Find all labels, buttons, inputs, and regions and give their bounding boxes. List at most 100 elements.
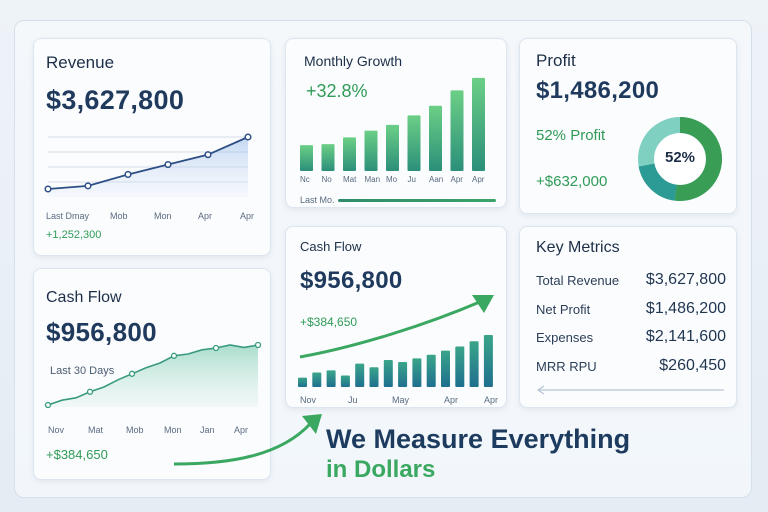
cashflow-left-tick: Mat: [88, 425, 104, 435]
profit-donut-label: 52%: [664, 149, 696, 166]
growth-arrow-icon: [173, 414, 322, 466]
metric-value: $2,141,600: [645, 328, 726, 345]
growth-tick: Ju: [407, 175, 416, 184]
cashflow-bar: [355, 363, 365, 387]
cashflow-center-tick: Apr: [484, 395, 499, 405]
revenue-point: [164, 161, 172, 169]
cashflow-bar: [326, 370, 336, 387]
cashflow-point: [254, 341, 262, 349]
cashflow-center-card[interactable]: Cash Flow $956,800 +$384,650 Nov Ju May …: [285, 226, 507, 408]
growth-card[interactable]: Monthly Growth +32.8% Nc No Mat Man Mo Ju Aan A…: [285, 38, 507, 208]
growth-value: +32.8%: [306, 81, 368, 101]
cashflow-left-tick: Jan: [200, 425, 215, 435]
revenue-title: Revenue: [46, 53, 115, 72]
profit-value: $1,486,200: [536, 77, 660, 104]
cashflow-bar: [441, 350, 450, 387]
cashflow-left-tick: Apr: [234, 425, 249, 435]
growth-bar: [407, 115, 421, 171]
cashflow-center-value: $956,800: [300, 267, 403, 294]
cashflow-area: [48, 345, 258, 407]
profit-card[interactable]: Profit $1,486,200 52% Profit +$632,000 5…: [519, 38, 737, 214]
revenue-footer: +1,252,300: [46, 229, 102, 241]
growth-footer: Last Mo.: [300, 195, 335, 205]
growth-bar: [386, 124, 399, 171]
cashflow-arrow-head: [472, 295, 494, 313]
cashflow-bar: [383, 359, 393, 387]
growth-progress-bar: [338, 199, 496, 202]
growth-bar-chart: [300, 77, 485, 171]
revenue-value: $3,627,800: [46, 85, 185, 115]
tagline-line1: We Measure Everything: [326, 424, 631, 454]
growth-tick: Apr: [472, 175, 485, 184]
metric-value: $3,627,800: [645, 271, 726, 288]
cashflow-point: [86, 388, 94, 395]
profit-percent-label: 52% Profit: [536, 127, 606, 144]
cashflow-bar: [369, 367, 379, 387]
arrow-left-icon[interactable]: [536, 385, 726, 395]
tagline-line2: in Dollars: [326, 456, 436, 483]
revenue-point: [124, 170, 132, 178]
growth-bar: [450, 90, 464, 171]
growth-bar: [364, 130, 378, 171]
cashflow-point: [128, 370, 136, 377]
revenue-point: [244, 133, 252, 141]
revenue-tick: Apr: [240, 211, 255, 221]
growth-title: Monthly Growth: [304, 53, 403, 69]
cashflow-left-card[interactable]: Cash Flow $956,800 Last 30 Days Nov Mat …: [33, 268, 271, 480]
cashflow-center-tick: Nov: [300, 395, 317, 405]
revenue-line: [47, 136, 249, 190]
cashflow-point: [212, 344, 220, 352]
cashflow-bar: [398, 362, 408, 387]
profit-delta: +$632,000: [536, 173, 608, 190]
growth-tick: Apr: [450, 175, 463, 184]
cashflow-center-tick: Ju: [348, 395, 358, 405]
donut-hole: [655, 134, 705, 184]
revenue-point: [84, 182, 92, 190]
metric-label: Net Profit: [536, 302, 591, 317]
revenue-tick: Last Dmay: [46, 211, 90, 221]
profit-title: Profit: [536, 51, 576, 70]
cashflow-left-value: $956,800: [46, 317, 157, 347]
cashflow-bar: [412, 358, 422, 387]
cashflow-center-tick: Apr: [444, 395, 459, 405]
cashflow-left-period: Last 30 Days: [50, 365, 115, 377]
revenue-point: [204, 151, 212, 159]
metric-label: Total Revenue: [536, 273, 620, 288]
cashflow-bar: [483, 335, 493, 387]
metric-label: MRR RPU: [536, 359, 597, 374]
growth-tick: No: [321, 175, 332, 184]
revenue-tick: Mon: [154, 211, 172, 221]
growth-tick: Mo: [386, 175, 398, 184]
cashflow-bar: [455, 346, 465, 387]
metric-value: $260,450: [659, 357, 726, 374]
cashflow-left-tick: Nov: [48, 425, 65, 435]
key-metrics-card[interactable]: Key Metrics Total Revenue $3,627,800 Net…: [519, 226, 737, 408]
growth-tick: Nc: [300, 175, 310, 184]
cashflow-point: [44, 401, 52, 409]
metric-label: Expenses: [536, 330, 594, 345]
key-metrics-title: Key Metrics: [536, 239, 620, 256]
cashflow-bar: [469, 341, 479, 387]
cashflow-center-delta: +$384,650: [300, 315, 358, 329]
cashflow-bar: [312, 372, 322, 387]
cashflow-left-tick: Mon: [164, 425, 182, 435]
growth-bar: [300, 145, 313, 171]
revenue-area: [48, 137, 248, 197]
revenue-card[interactable]: Revenue $3,627,800 Last Dmay Mob Mon Apr…: [33, 38, 271, 256]
cashflow-left-title: Cash Flow: [46, 289, 122, 306]
donut-segment-profit: [638, 117, 722, 201]
revenue-point: [44, 185, 52, 193]
cashflow-bar: [426, 354, 436, 387]
revenue-tick: Apr: [198, 211, 213, 221]
growth-bar: [472, 77, 485, 171]
cashflow-bar: [298, 377, 307, 387]
cashflow-trend-arrow: [299, 299, 483, 359]
revenue-line-chart: [44, 133, 252, 197]
growth-tick: Aan: [429, 175, 444, 184]
cashflow-line: [47, 344, 259, 406]
cashflow-left-tick: Mob: [126, 425, 144, 435]
cashflow-left-footer: +$384,650: [46, 447, 108, 462]
growth-tick: Man: [364, 175, 381, 184]
profit-donut-chart: [638, 117, 722, 201]
growth-bar: [429, 105, 442, 171]
